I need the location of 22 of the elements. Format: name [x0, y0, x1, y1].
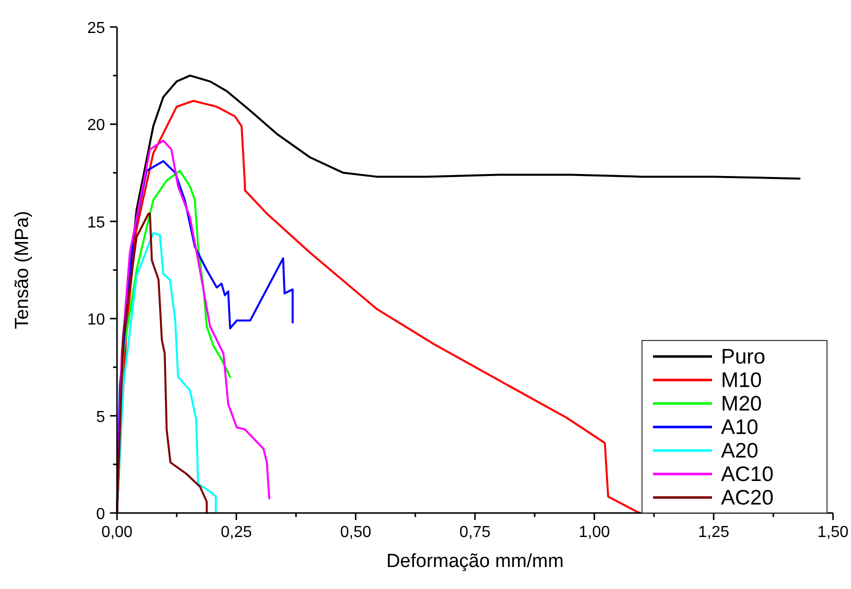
y-tick-label: 20: [87, 117, 106, 134]
x-tick-label: 0,50: [340, 524, 372, 541]
y-tick-label: 15: [87, 214, 106, 232]
y-tick-label: 25: [87, 20, 106, 37]
legend-label: AC10: [721, 463, 774, 486]
legend-label: M20: [721, 392, 762, 416]
y-tick-label: 10: [87, 312, 106, 329]
x-tick-label: 0,25: [220, 524, 252, 541]
legend-label: AC20: [721, 486, 774, 510]
legend-label: M10: [721, 369, 762, 392]
x-tick-label: 0,75: [459, 524, 491, 541]
y-tick-label: 5: [96, 408, 106, 426]
x-tick-label: 1,50: [817, 524, 849, 541]
y-tick-label: 0: [96, 506, 106, 523]
legend-label: A20: [721, 440, 758, 462]
x-tick-label: 0,00: [101, 524, 133, 541]
legend-label: Puro: [721, 346, 766, 368]
x-tick-label: 1,25: [698, 524, 730, 541]
x-axis-title: Deformação mm/mm: [386, 551, 564, 572]
x-tick-label: 1,00: [578, 524, 610, 541]
y-axis-title: Tensão (MPa): [12, 210, 33, 330]
legend-label: A10: [721, 416, 758, 439]
